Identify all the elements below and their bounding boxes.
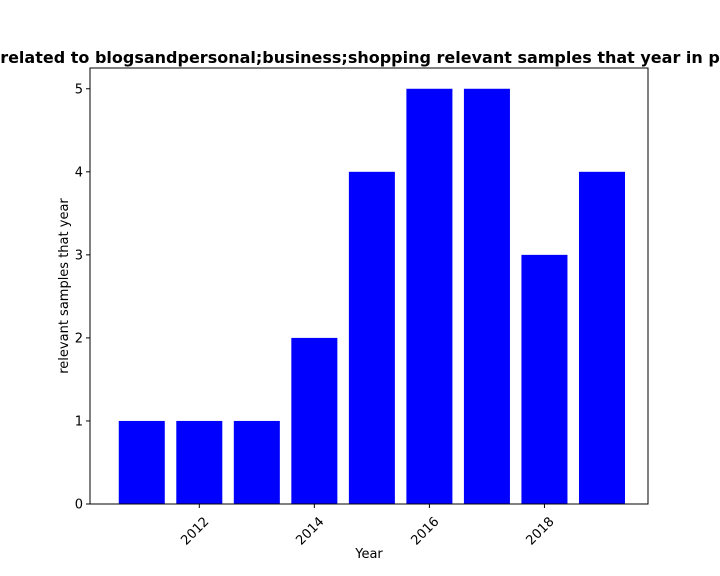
y-tick-label: 3 (75, 248, 83, 263)
y-axis-ticks: 0 1 2 3 4 5 (75, 82, 90, 513)
x-tick-label: 2016 (408, 514, 442, 548)
x-axis-ticks: 2012 2014 2016 2018 (178, 504, 558, 548)
x-tick-label: 2018 (523, 514, 557, 548)
y-tick-label: 1 (75, 414, 83, 429)
bar-2013 (233, 420, 280, 504)
bar-2011 (118, 420, 165, 504)
y-axis-label: relevant samples that year (57, 198, 72, 374)
bar-2012 (176, 420, 223, 504)
bar-2015 (348, 171, 395, 504)
x-tick-label: 2012 (178, 514, 212, 548)
bar-2018 (521, 254, 568, 504)
plot-area-frame (89, 67, 649, 505)
bar-2017 (463, 88, 510, 504)
bars-group (118, 88, 625, 504)
chart-title: related to blogsandpersonal;business;sho… (0, 48, 720, 67)
y-tick-label: 5 (75, 82, 83, 97)
bar-2016 (406, 88, 453, 504)
x-axis-label: Year (354, 547, 383, 562)
y-tick-label: 4 (75, 165, 83, 180)
y-tick-label: 0 (75, 498, 83, 513)
bar-2014 (291, 337, 338, 504)
x-tick-label: 2014 (293, 514, 327, 548)
bar-2019 (578, 171, 625, 504)
y-tick-label: 2 (75, 331, 83, 346)
